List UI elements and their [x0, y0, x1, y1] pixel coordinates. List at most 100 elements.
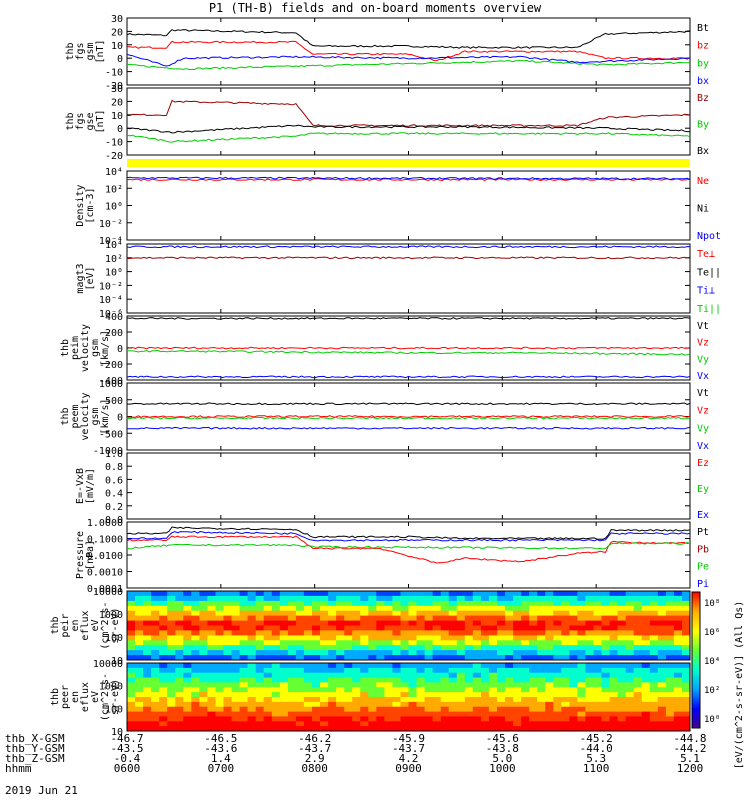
spectrogram-cell	[464, 635, 474, 641]
spectrogram-cell	[633, 655, 643, 661]
spectrogram-cell	[480, 655, 490, 661]
spectrogram-cell	[480, 697, 490, 703]
spectrogram-cell	[593, 711, 602, 717]
spectrogram-cell	[649, 610, 659, 617]
spectrogram-cell	[376, 692, 385, 698]
spectrogram-cell	[585, 625, 594, 631]
spectrogram-cell	[633, 682, 643, 688]
spectrogram-cell	[416, 692, 425, 698]
spectrogram-cell	[521, 692, 530, 698]
spectrogram-cell	[336, 687, 345, 693]
spectrogram-cell	[384, 711, 393, 717]
spectrogram-cell	[167, 640, 176, 646]
spectrogram-cell	[537, 630, 546, 636]
spectrogram-cell	[368, 591, 377, 597]
spectrogram-cell	[545, 655, 554, 661]
spectrogram-cell	[143, 701, 152, 708]
spectrogram-cell	[215, 692, 224, 698]
spectrogram-cell	[440, 635, 450, 641]
spectrogram-cell	[569, 650, 578, 656]
spectrogram-cell	[223, 605, 232, 612]
y-tick-label: 100	[105, 704, 123, 715]
spectrogram-cell	[127, 610, 136, 617]
spectrogram-cell	[601, 620, 610, 626]
spectrogram-cell	[545, 711, 554, 717]
spectrogram-cell	[456, 672, 466, 679]
spectrogram-cell	[271, 697, 281, 703]
spectrogram-cell	[135, 711, 144, 717]
spectrogram-cell	[609, 640, 619, 646]
series-vt	[126, 317, 691, 320]
spectrogram-cell	[287, 701, 297, 708]
spectrogram-cell	[472, 605, 482, 612]
spectrogram-cell	[577, 692, 586, 698]
y-tick-label: 10⁰	[105, 202, 123, 213]
spectrogram-cell	[215, 615, 224, 621]
spectrogram-cell	[505, 716, 514, 722]
spectrogram-cell	[408, 711, 417, 717]
spectrogram-cell	[561, 692, 570, 698]
spectrogram-cell	[682, 620, 691, 626]
spectrogram-cell	[159, 630, 168, 636]
spectrogram-cell	[456, 687, 466, 693]
spectrogram-cell	[641, 630, 651, 636]
spectrogram-cell	[577, 610, 586, 617]
spectrogram-cell	[247, 630, 257, 636]
spectrogram-cell	[271, 625, 281, 631]
spectrogram-cell	[271, 645, 281, 651]
spectrogram-cell	[344, 635, 353, 641]
spectrogram-cell	[384, 640, 393, 646]
spectrogram-cell	[135, 635, 144, 641]
spectrogram-cell	[577, 667, 586, 674]
spectrogram-cell	[376, 711, 385, 717]
spectrogram-cell	[633, 721, 643, 727]
spectrogram-cell	[513, 635, 522, 641]
spectrogram-cell	[352, 716, 361, 722]
spectrogram-cell	[231, 692, 241, 698]
spectrogram-cell	[392, 605, 401, 612]
spectrogram-cell	[368, 726, 377, 732]
spectrogram-cell	[175, 640, 184, 646]
spectrogram-cell	[312, 697, 321, 703]
spectrogram-cell	[360, 701, 369, 708]
spectrogram-cell	[287, 620, 297, 626]
spectrogram-cell	[673, 655, 683, 661]
spectrogram-cell	[199, 655, 208, 661]
spectrogram-cell	[231, 716, 241, 722]
spectrogram-cell	[633, 672, 643, 679]
spectrogram-cell	[513, 640, 522, 646]
spectrogram-cell	[561, 591, 570, 597]
spectrogram-cell	[537, 682, 546, 688]
spectrogram-cell	[448, 706, 458, 713]
spectrogram-cell	[505, 706, 514, 713]
spectrogram-cell	[239, 600, 249, 607]
spectrogram-cell	[416, 655, 425, 661]
spectrogram-cell	[352, 677, 361, 683]
spectrogram-cell	[376, 716, 385, 722]
legend-ey: Ey	[697, 484, 709, 495]
spectrogram-cell	[601, 625, 610, 631]
spectrogram-cell	[416, 640, 425, 646]
spectrogram-cell	[625, 595, 635, 602]
spectrogram-cell	[488, 692, 498, 698]
spectrogram-cell	[561, 655, 570, 661]
spectrogram-cell	[617, 701, 627, 708]
y-axis-label: [km/s]	[100, 398, 111, 434]
spectrogram-cell	[625, 697, 635, 703]
spectrogram-cell	[303, 655, 313, 661]
spectrogram-cell	[472, 650, 482, 656]
spectrogram-cell	[312, 667, 321, 674]
legend-vy: Vy	[697, 354, 709, 365]
spectrogram-cell	[303, 605, 313, 612]
spectrogram-cell	[376, 591, 385, 597]
spectrogram-cell	[320, 605, 329, 612]
y-axis-label: [nT]	[95, 109, 106, 133]
legend-vy: Vy	[697, 423, 709, 434]
spectrogram-cell	[649, 716, 659, 722]
spectrogram-cell	[448, 605, 458, 612]
spectrogram-cell	[513, 591, 522, 597]
spectrogram-cell	[424, 726, 434, 732]
series-vt	[126, 402, 691, 406]
spectrogram-cell	[143, 667, 152, 674]
spectrogram-cell	[448, 655, 458, 661]
